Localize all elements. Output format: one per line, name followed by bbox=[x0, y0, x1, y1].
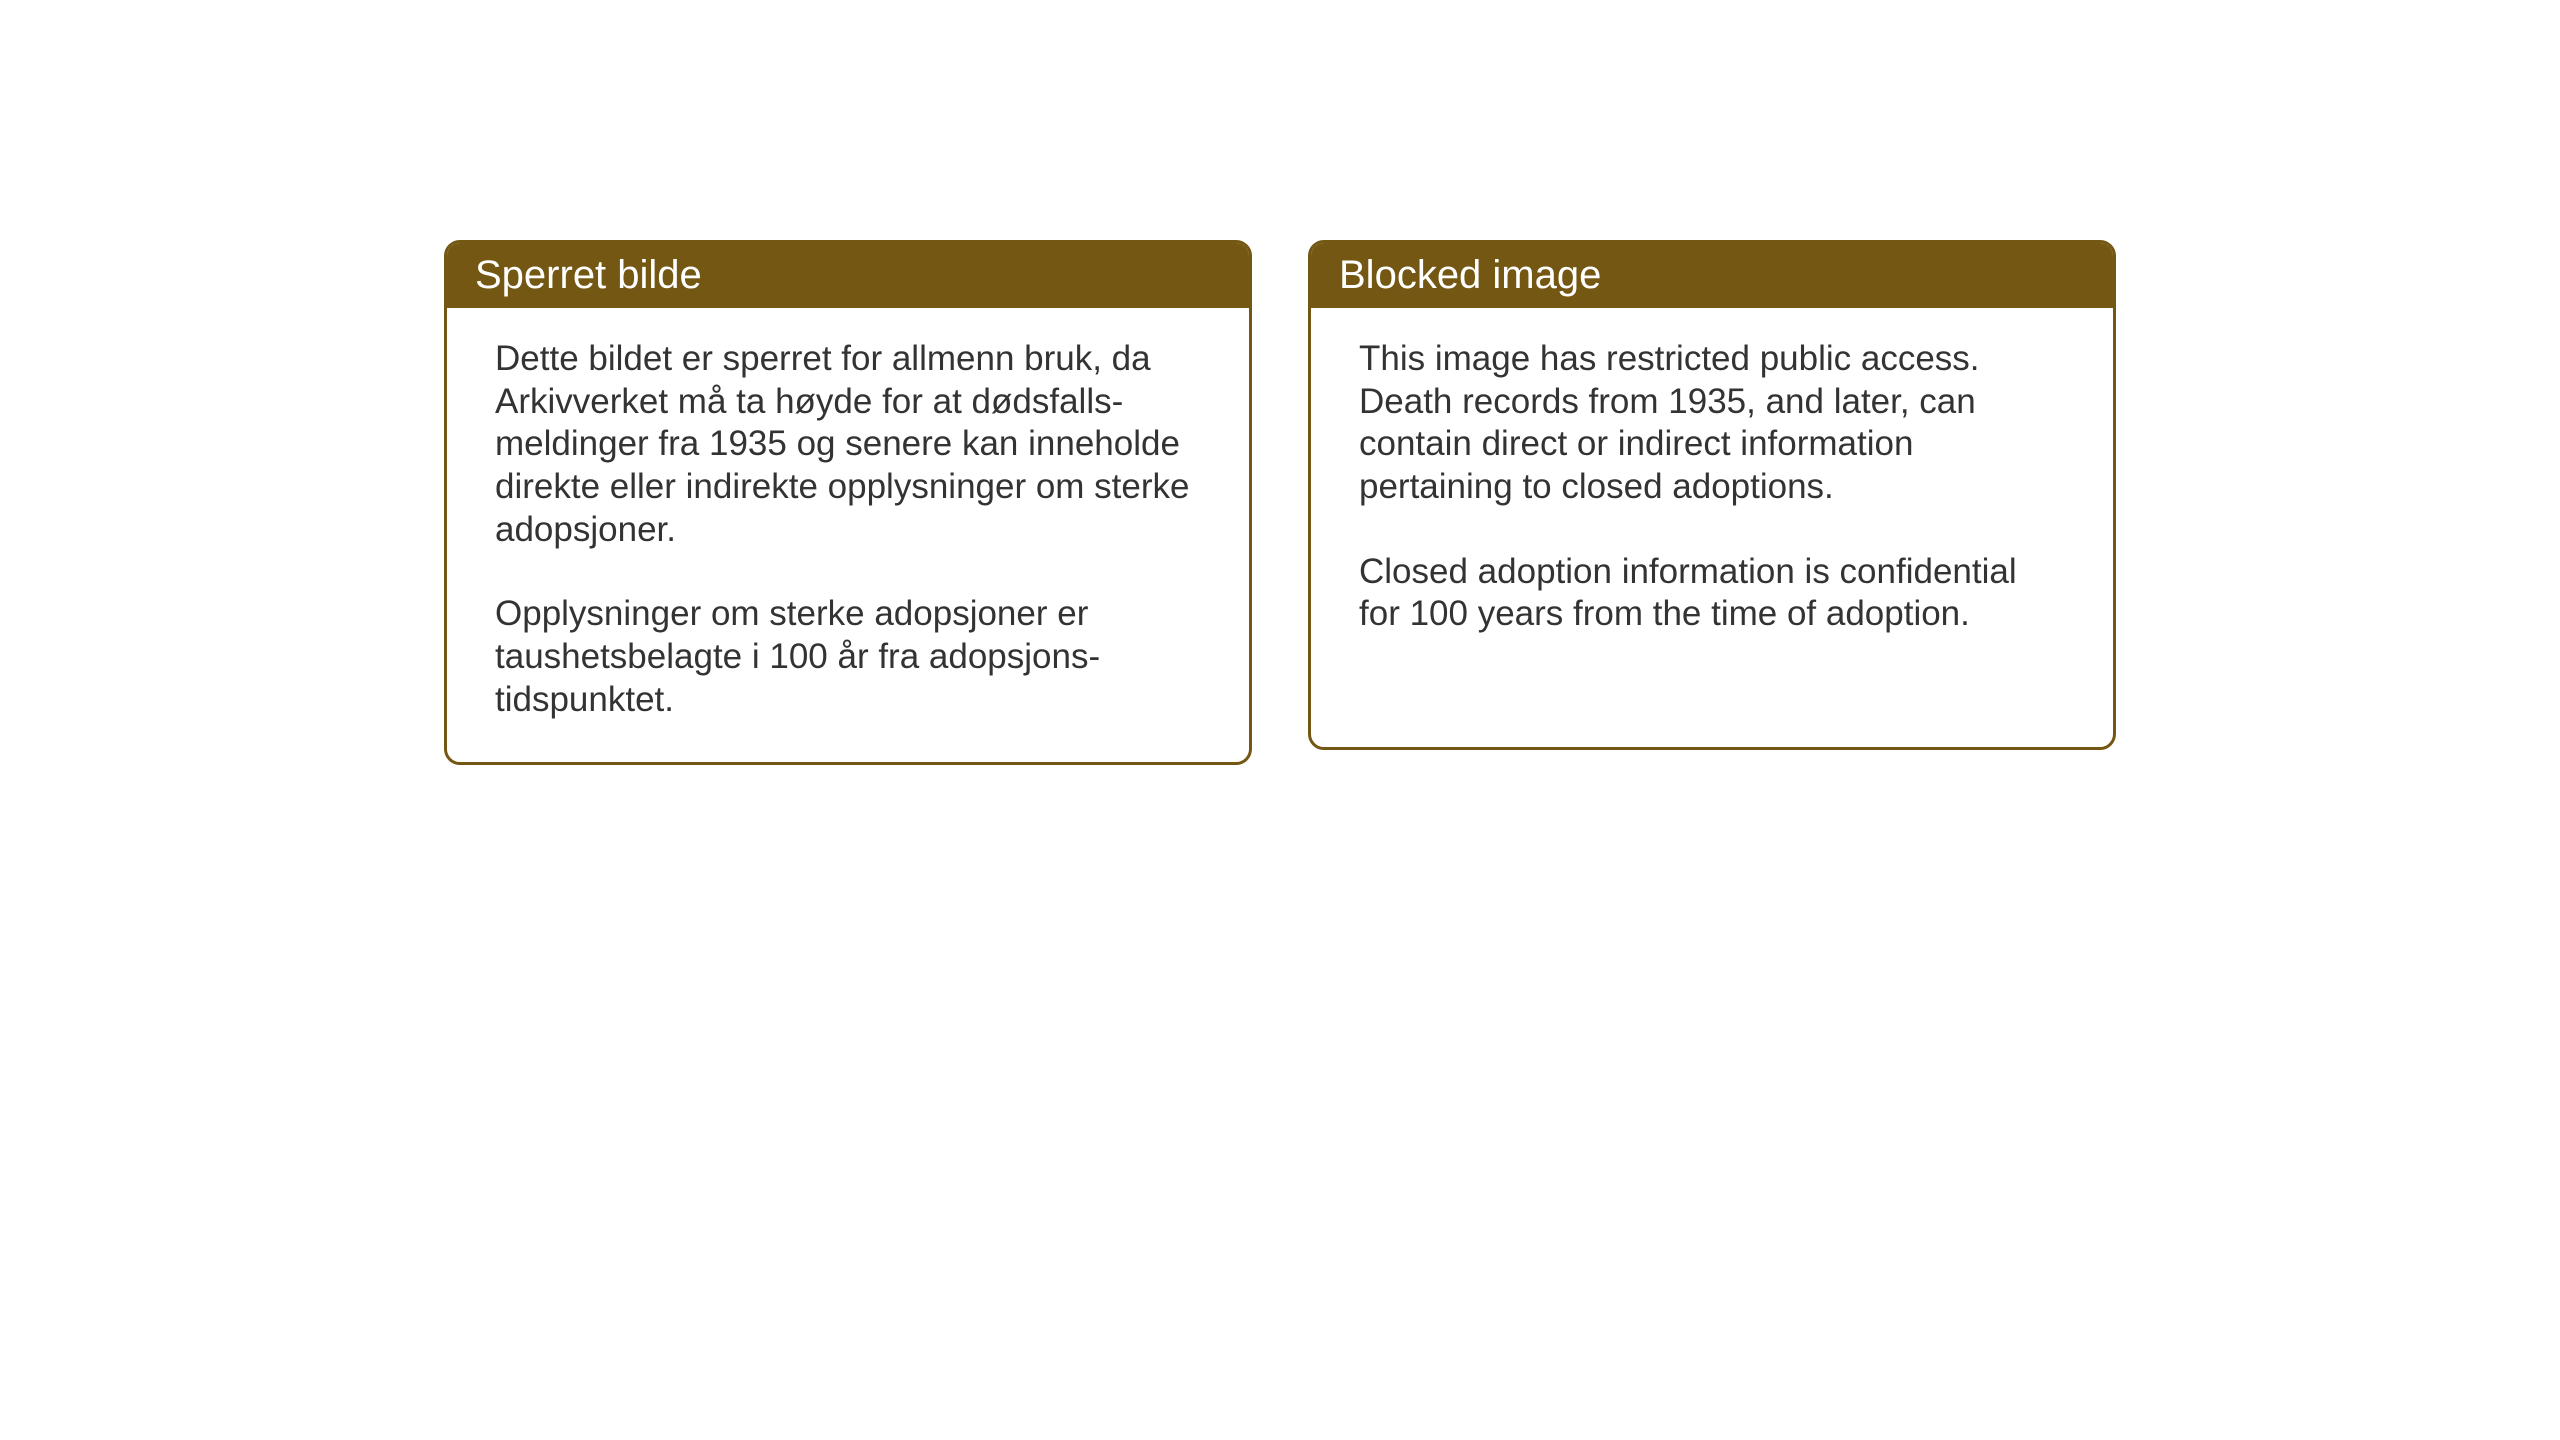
notice-title-english: Blocked image bbox=[1339, 253, 1601, 297]
notice-card-english: Blocked image This image has restricted … bbox=[1308, 240, 2116, 750]
notice-paragraph-2-norwegian: Opplysninger om sterke adopsjoner er tau… bbox=[495, 593, 1201, 721]
notice-header-english: Blocked image bbox=[1311, 243, 2113, 308]
notice-header-norwegian: Sperret bilde bbox=[447, 243, 1249, 308]
notice-paragraph-1-english: This image has restricted public access.… bbox=[1359, 338, 2065, 509]
notice-container: Sperret bilde Dette bildet er sperret fo… bbox=[444, 240, 2116, 765]
notice-paragraph-2-english: Closed adoption information is confident… bbox=[1359, 551, 2065, 636]
notice-paragraph-1-norwegian: Dette bildet er sperret for allmenn bruk… bbox=[495, 338, 1201, 551]
notice-title-norwegian: Sperret bilde bbox=[475, 253, 702, 297]
notice-card-norwegian: Sperret bilde Dette bildet er sperret fo… bbox=[444, 240, 1252, 765]
notice-body-english: This image has restricted public access.… bbox=[1311, 308, 2113, 676]
notice-body-norwegian: Dette bildet er sperret for allmenn bruk… bbox=[447, 308, 1249, 762]
